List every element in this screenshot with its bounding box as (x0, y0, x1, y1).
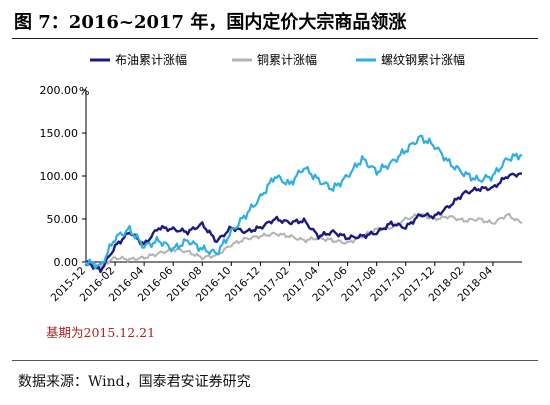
figure-title: 图 7：2016~2017 年，国内定价大宗商品领涨 (14, 12, 407, 33)
footer-divider (12, 360, 538, 361)
base-period-note: 基期为2015.12.21 (46, 325, 156, 340)
series-layer (85, 134, 523, 274)
y-tick-label: 50.00 (47, 213, 79, 226)
y-tick-label: 100.00 (40, 170, 79, 183)
y-tick-label: 150.00 (40, 127, 79, 140)
x-axis: 2015-122016-022016-042016-062016-082016-… (49, 261, 522, 304)
y-tick-label: 200.00 (40, 84, 79, 97)
y-axis: 0.00 50.00 100.00 150.00 200.00% (40, 84, 90, 269)
series-line-2 (85, 134, 523, 270)
legend-label: 布油累计涨幅 (115, 52, 187, 67)
legend-label: 螺纹钢累计涨幅 (381, 52, 465, 67)
y-unit-label: % (79, 85, 89, 98)
legend-label: 铜累计涨幅 (257, 52, 317, 67)
series-line-1 (85, 212, 523, 269)
chart-legend: 布油累计涨幅 铜累计涨幅 螺纹钢累计涨幅 (90, 52, 465, 67)
title-divider (12, 38, 538, 39)
data-source-note: 数据来源：Wind，国泰君安证券研究 (18, 374, 251, 390)
series-line-0 (85, 172, 523, 274)
y-tick-label: 0.00 (54, 256, 79, 269)
